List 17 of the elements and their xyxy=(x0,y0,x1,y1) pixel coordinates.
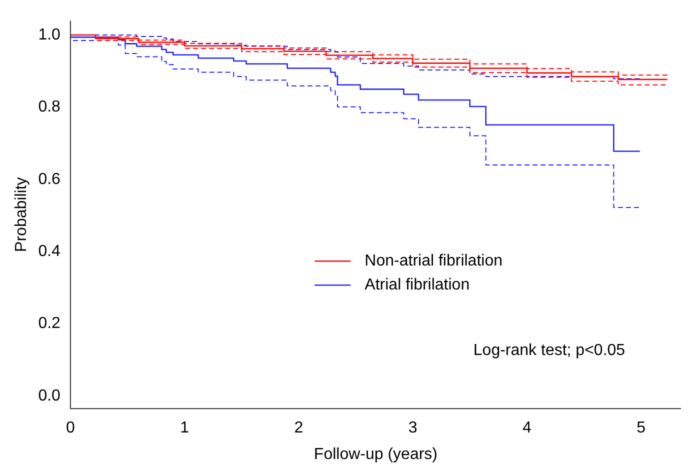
y-axis-title: Probability xyxy=(13,177,30,252)
y-tick-label: 0.4 xyxy=(38,243,61,260)
y-tick-label: 0.6 xyxy=(38,170,61,188)
x-tick-label: 2 xyxy=(294,420,304,437)
legend-label: Atrial fibrilation xyxy=(364,276,470,294)
x-axis-title: Follow-up (years) xyxy=(314,446,438,463)
y-tick-label: 1.0 xyxy=(38,26,61,44)
annotation: Log-rank test; p<0.05 xyxy=(473,342,626,359)
y-tick-label: 0.0 xyxy=(38,387,61,404)
x-tick-label: 1 xyxy=(180,420,190,437)
x-tick-label: 5 xyxy=(636,420,646,437)
x-tick-label: 4 xyxy=(522,420,532,437)
y-tick-label: 0.2 xyxy=(38,315,61,332)
x-tick-label: 0 xyxy=(66,420,75,437)
legend-label: Non-atrial fibrilation xyxy=(364,252,503,270)
y-tick-label: 0.8 xyxy=(38,98,61,116)
x-tick-label: 3 xyxy=(408,420,418,437)
